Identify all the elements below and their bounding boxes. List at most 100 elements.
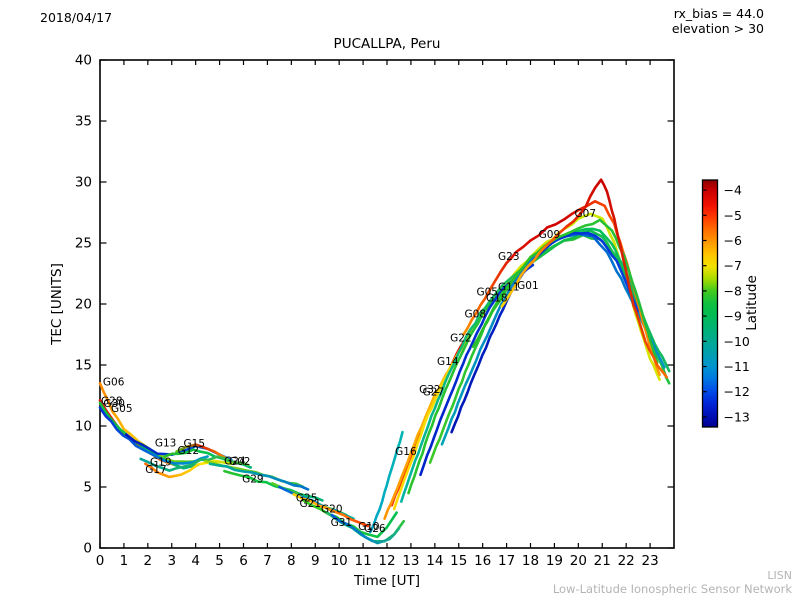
rx-info: rx_bias = 44.0 elevation > 30 [672, 6, 764, 36]
x-tick-label: 2 [144, 553, 153, 569]
y-tick-label: 40 [75, 53, 92, 69]
x-tick-label: 11 [354, 553, 371, 569]
satellite-label-G12: G12 [178, 445, 200, 457]
satellite-label-G11: G11 [498, 281, 520, 293]
colorbar: −4 −5 −6 −7 −8 −9 −10 −11 −12 −13 [701, 179, 750, 428]
track-G20 [292, 493, 370, 528]
x-tick-label: 18 [522, 553, 539, 569]
x-tick-label: 20 [570, 553, 587, 569]
colorbar-tick-label: −7 [724, 258, 742, 273]
track-G15 [175, 443, 229, 461]
x-tick-label: 17 [498, 553, 515, 569]
satellite-label-G05: G05 [476, 286, 498, 298]
colorbar-tick-label: −12 [724, 384, 750, 399]
satellite-label-G19: G19 [150, 456, 172, 468]
y-axis-label: TEC [UNITS] [49, 263, 65, 345]
satellite-label-G23: G23 [498, 251, 520, 263]
y-tick-label: 30 [75, 175, 92, 191]
y-tick-label: 0 [83, 541, 92, 557]
x-tick-label: 16 [474, 553, 491, 569]
satellite-label-G32: G32 [419, 384, 441, 396]
x-tick-label: 1 [120, 553, 129, 569]
track-G01 [450, 231, 640, 434]
x-tick-label: 10 [331, 553, 348, 569]
track-G31 [302, 499, 398, 539]
lisn-logo: LISN [767, 569, 792, 582]
satellite-label-G26: G26 [364, 523, 386, 535]
y-tick-label: 15 [75, 358, 92, 374]
x-tick-label: 23 [641, 553, 658, 569]
satellite-label-G30: G30 [103, 398, 125, 410]
x-tick-label: 22 [618, 553, 635, 569]
satellite-label-G15: G15 [184, 438, 206, 450]
satellite-label-G31: G31 [331, 517, 353, 529]
x-tick-label: 5 [215, 553, 224, 569]
x-tick-label: 14 [426, 553, 443, 569]
track-G18 [419, 263, 535, 477]
network-name: Low-Latitude Ionospheric Sensor Network [552, 582, 792, 596]
satellite-label-G09: G09 [539, 229, 561, 241]
x-tick-label: 3 [167, 553, 176, 569]
track-G26 [330, 513, 401, 545]
satellite-label-G05: G05 [111, 403, 133, 415]
satellite-label-G20: G20 [321, 503, 343, 515]
satellite-label-G02: G02 [229, 456, 251, 468]
x-tick-label: 0 [96, 553, 105, 569]
x-tick-label: 15 [450, 553, 467, 569]
satellite-label-G28: G28 [101, 395, 123, 407]
satellite-label-G27: G27 [423, 386, 445, 398]
colorbar-tick-label: −11 [724, 359, 750, 374]
date-label: 2018/04/17 [40, 10, 113, 25]
colorbar-tick-label: −13 [724, 409, 750, 424]
colorbar-tick-label: −8 [724, 283, 742, 298]
x-tick-label: 7 [263, 553, 272, 569]
plot-title: PUCALLPA, Peru [333, 36, 441, 52]
y-tick-label: 35 [75, 114, 92, 130]
satellite-label-G18: G18 [486, 292, 508, 304]
colorbar-tick-label: −6 [724, 233, 742, 248]
x-tick-label: 6 [239, 553, 248, 569]
satellite-label-G10: G10 [358, 521, 380, 533]
x-tick-label: 19 [546, 553, 563, 569]
satellite-label-G14: G14 [437, 356, 459, 368]
colorbar-label: Latitude [744, 275, 760, 331]
satellite-label-G08: G08 [465, 308, 487, 320]
y-tick-label: 20 [75, 297, 92, 313]
track-G16 [369, 430, 404, 534]
track-G19 [139, 455, 250, 472]
y-tick-label: 5 [83, 480, 92, 496]
track-G09 [471, 218, 659, 364]
x-tick-label: 9 [311, 553, 320, 569]
satellite-label-G29: G29 [242, 474, 264, 486]
y-tick-label: 10 [75, 419, 92, 435]
colorbar-tick-label: −9 [724, 309, 742, 324]
satellite-label-G07: G07 [575, 208, 597, 220]
x-tick-label: 13 [402, 553, 419, 569]
satellite-label-G25: G25 [296, 492, 318, 504]
satellite-label-G16: G16 [395, 446, 417, 458]
satellite-tracks [98, 178, 671, 545]
y-tick-label: 25 [75, 236, 92, 252]
x-tick-label: 12 [378, 553, 395, 569]
track-G23 [462, 200, 661, 377]
satellite-label-G21: G21 [300, 498, 322, 510]
satellite-label-G17: G17 [145, 464, 167, 476]
x-tick-label: 8 [287, 553, 296, 569]
track-G07 [500, 178, 669, 379]
satellite-label-G24: G24 [224, 455, 246, 467]
track-G02 [208, 462, 310, 491]
rx-bias-label: rx_bias = 44.0 [673, 6, 764, 21]
satellite-label-G01: G01 [517, 280, 539, 292]
satellite-label-G13: G13 [155, 438, 177, 450]
colorbar-tick-label: −4 [724, 183, 742, 198]
colorbar-tick-label: −10 [724, 334, 750, 349]
x-tick-label: 21 [594, 553, 611, 569]
x-tick-label: 4 [191, 553, 200, 569]
colorbar-tick-label: −5 [724, 208, 742, 223]
x-axis-label: Time [UT] [354, 573, 420, 589]
satellite-label-G22: G22 [450, 333, 472, 345]
elevation-label: elevation > 30 [671, 21, 764, 36]
